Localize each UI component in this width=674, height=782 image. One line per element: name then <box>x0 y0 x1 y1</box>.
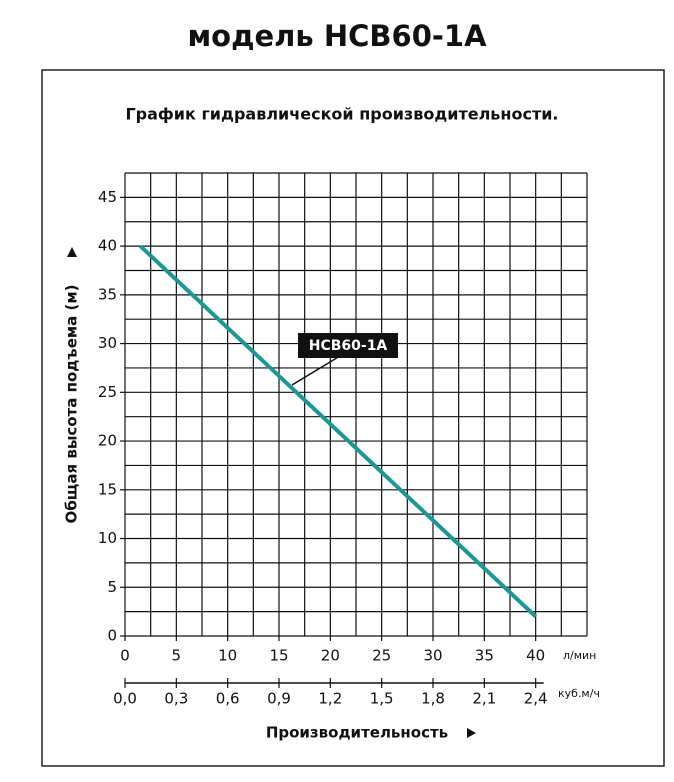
chart-subtitle: График гидравлической производительности… <box>125 105 558 124</box>
x-unit: л/мин <box>563 649 596 662</box>
y-tick-label: 45 <box>98 188 117 206</box>
x-tick-label: 15 <box>269 647 288 665</box>
y-arrow <box>67 247 77 257</box>
x-tick-label: 40 <box>526 647 545 665</box>
x2-tick-label: 0,3 <box>164 690 188 708</box>
x2-tick-label: 0,6 <box>216 690 240 708</box>
y-tick-label: 0 <box>107 627 117 645</box>
leader-line <box>291 355 341 386</box>
x-axis-label: Производительность <box>266 724 448 742</box>
annotation-box <box>298 333 398 358</box>
x2-unit: куб.м/ч <box>558 687 600 700</box>
x-tick-label: 25 <box>372 647 391 665</box>
x-tick-label: 10 <box>218 647 237 665</box>
x-tick-label: 35 <box>475 647 494 665</box>
x2-tick-label: 0,9 <box>267 690 291 708</box>
y-tick-label: 15 <box>98 480 117 498</box>
data-line <box>139 244 538 618</box>
x2-tick-label: 1,5 <box>370 690 394 708</box>
x2-tick-label: 2,4 <box>524 690 548 708</box>
x-tick-label: 0 <box>120 647 130 665</box>
x2-tick-label: 1,8 <box>421 690 445 708</box>
x2-tick-label: 1,2 <box>318 690 342 708</box>
chart-title: модель HCB60-1A <box>187 19 487 53</box>
x-tick-label: 5 <box>172 647 182 665</box>
x-tick-label: 20 <box>321 647 340 665</box>
y-tick-label: 10 <box>98 529 117 547</box>
x2-tick-label: 2,1 <box>472 690 496 708</box>
y-tick-label: 20 <box>98 432 117 450</box>
y-axis-label: Общая высота подъема (м) <box>63 285 81 524</box>
annotation: HCB60-1A <box>309 338 388 354</box>
y-tick-label: 30 <box>98 334 117 352</box>
y-tick-label: 35 <box>98 285 117 303</box>
frame <box>41 69 665 767</box>
x-arrow <box>467 728 476 738</box>
y-tick-label: 5 <box>107 578 117 596</box>
y-tick-label: 40 <box>98 237 117 255</box>
y-tick-label: 25 <box>98 383 117 401</box>
x-tick-label: 30 <box>423 647 442 665</box>
x2-tick-label: 0,0 <box>113 690 137 708</box>
